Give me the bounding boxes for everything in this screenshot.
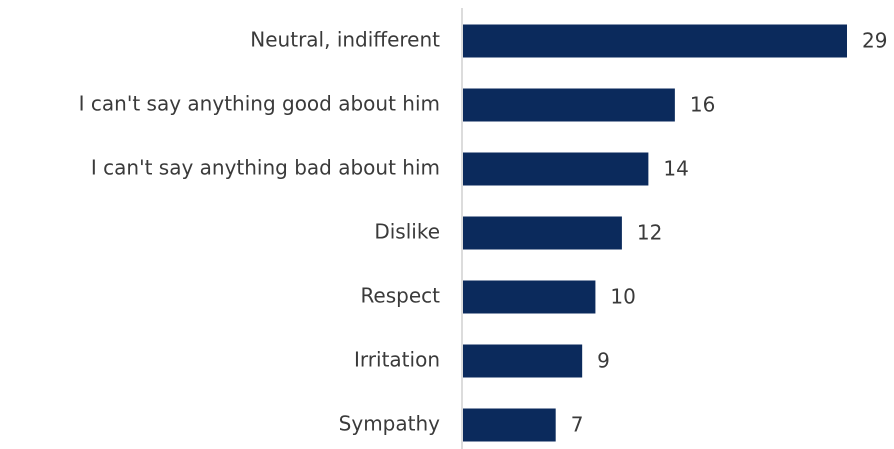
- bar: [463, 280, 596, 314]
- category-label: Respect: [360, 284, 440, 308]
- category-label: I can't say anything good about him: [79, 92, 440, 116]
- value-label: 12: [637, 221, 662, 245]
- value-label: 10: [610, 285, 635, 309]
- category-label: I can't say anything bad about him: [91, 156, 440, 180]
- value-label: 7: [571, 413, 584, 437]
- bar: [463, 152, 649, 186]
- bar: [463, 344, 583, 378]
- value-label: 16: [690, 93, 715, 117]
- category-label: Neutral, indifferent: [250, 28, 440, 52]
- value-label: 9: [597, 349, 610, 373]
- category-label: Irritation: [354, 348, 440, 372]
- value-label: 14: [663, 157, 688, 181]
- bar: [463, 408, 556, 442]
- bar: [463, 216, 622, 250]
- category-label: Dislike: [374, 220, 440, 244]
- bar: [463, 24, 847, 58]
- bar: [463, 88, 675, 122]
- value-label: 29: [862, 29, 887, 53]
- category-label: Sympathy: [339, 412, 440, 436]
